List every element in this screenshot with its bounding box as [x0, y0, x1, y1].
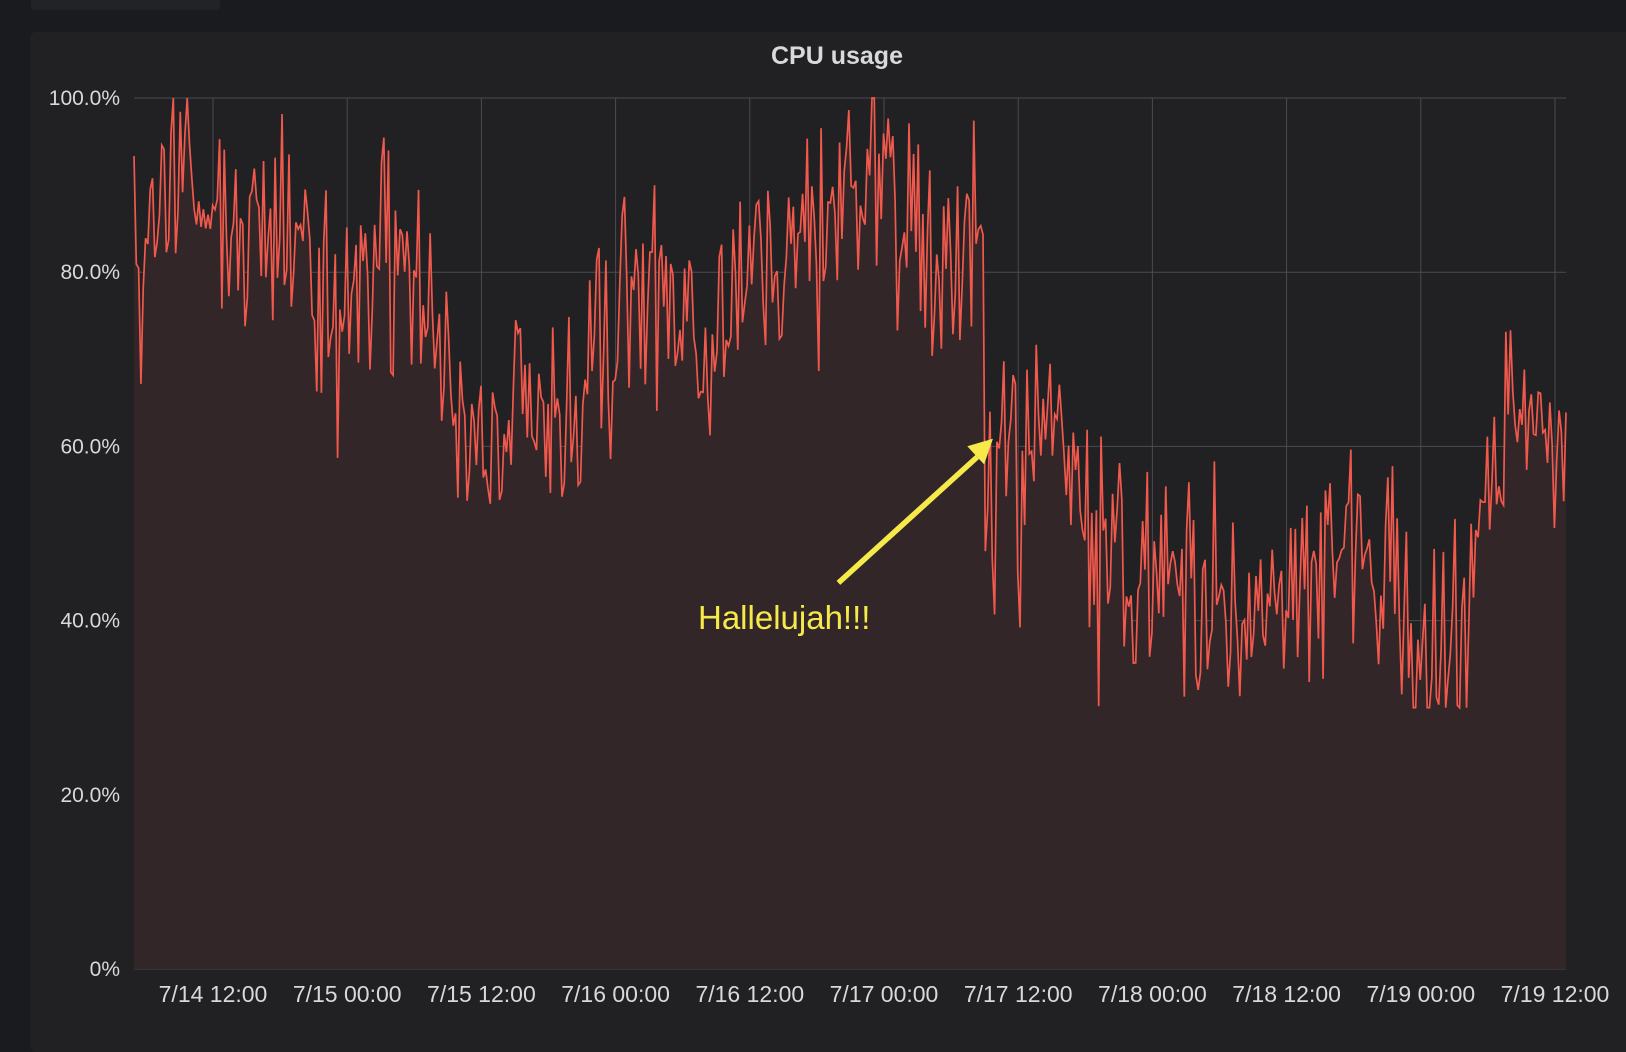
- svg-text:7/16 12:00: 7/16 12:00: [695, 981, 804, 1007]
- svg-text:20.0%: 20.0%: [60, 784, 120, 807]
- svg-text:0%: 0%: [90, 958, 120, 981]
- svg-text:7/18 00:00: 7/18 00:00: [1098, 981, 1207, 1007]
- svg-text:7/15 00:00: 7/15 00:00: [293, 981, 402, 1007]
- svg-text:7/17 12:00: 7/17 12:00: [964, 981, 1073, 1007]
- svg-text:7/14 12:00: 7/14 12:00: [159, 981, 268, 1007]
- svg-text:7/17 00:00: 7/17 00:00: [830, 981, 939, 1007]
- svg-text:7/19 12:00: 7/19 12:00: [1501, 981, 1610, 1007]
- svg-text:80.0%: 80.0%: [60, 261, 120, 284]
- svg-text:Hallelujah!!!: Hallelujah!!!: [698, 599, 870, 636]
- svg-text:7/15 12:00: 7/15 12:00: [427, 981, 536, 1007]
- svg-text:7/18 12:00: 7/18 12:00: [1232, 981, 1341, 1007]
- svg-text:7/16 00:00: 7/16 00:00: [561, 981, 670, 1007]
- svg-text:100.0%: 100.0%: [49, 87, 120, 110]
- svg-text:7/19 00:00: 7/19 00:00: [1366, 981, 1475, 1007]
- svg-text:40.0%: 40.0%: [60, 610, 120, 633]
- svg-text:60.0%: 60.0%: [60, 435, 120, 458]
